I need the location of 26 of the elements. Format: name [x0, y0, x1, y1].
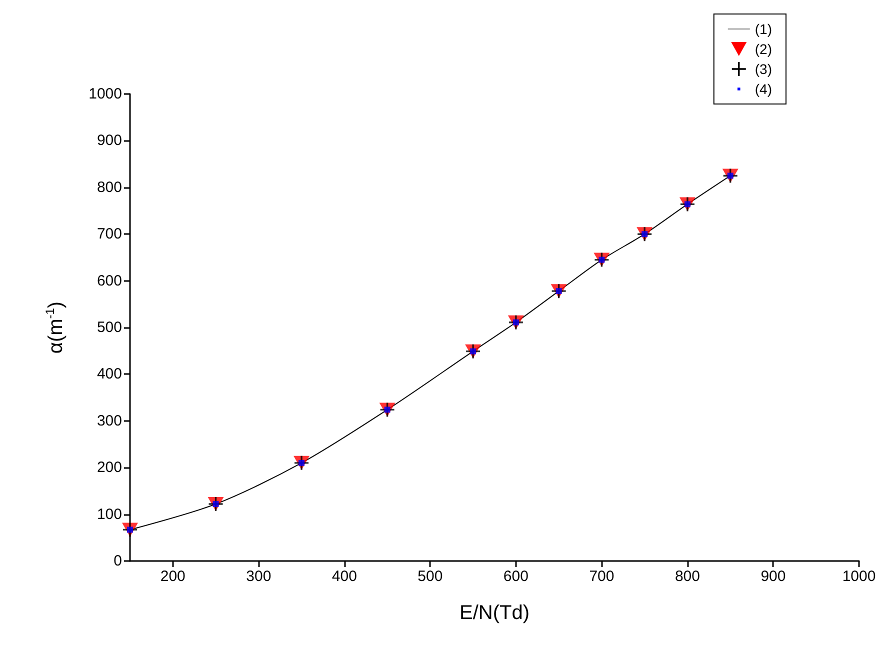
x-tick-label: 600 [503, 568, 528, 585]
legend-label: (3) [754, 61, 772, 77]
y-tick-label: 300 [96, 412, 122, 430]
y-tick-label: 0 [114, 552, 122, 570]
y-tick-label: 700 [96, 226, 122, 243]
y-tick-label: 1000 [88, 86, 122, 102]
y-tick-label: 100 [96, 506, 122, 523]
x-tick-label: 200 [160, 568, 186, 585]
y-tick-label: 400 [96, 366, 122, 383]
x-tick-label: 300 [246, 568, 272, 585]
y-tick-label: 500 [96, 319, 122, 336]
x-tick-label: 500 [418, 568, 443, 585]
y-tick-label: 200 [96, 459, 122, 476]
legend-label: (2) [754, 41, 772, 57]
y-tick-label: 800 [96, 178, 122, 196]
x-tick-label: 900 [760, 568, 786, 585]
legend-label: (4) [754, 81, 772, 97]
x-tick-label: 1000 [842, 568, 876, 585]
x-axis-title: E/N(Td) [460, 602, 530, 624]
legend-label: (1) [754, 21, 772, 37]
x-tick-label: 400 [332, 568, 357, 585]
y-axis-title: α(m-1) [43, 301, 67, 354]
x-tick-label: 800 [674, 568, 700, 585]
y-tick-label: 600 [96, 272, 122, 290]
y-tick-label: 900 [96, 132, 122, 150]
x-tick-label: 700 [589, 568, 614, 585]
